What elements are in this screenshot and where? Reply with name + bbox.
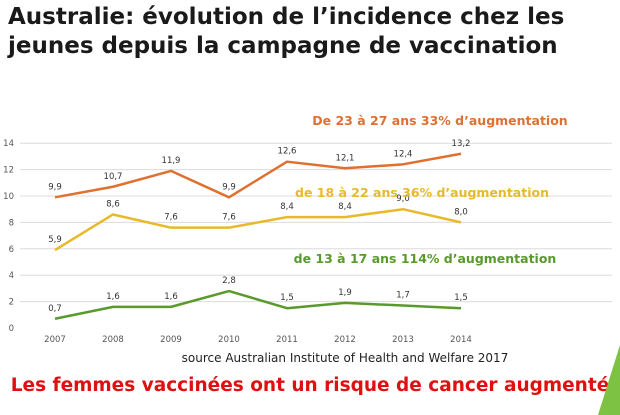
x-tick-label: 2008 (102, 335, 124, 345)
data-label: 12,4 (394, 149, 413, 159)
data-label: 0,7 (48, 304, 62, 314)
y-tick-label: 4 (9, 271, 14, 281)
series-line (54, 289, 462, 320)
data-label: 9,9 (222, 182, 236, 192)
x-tick-label: 2012 (334, 335, 356, 345)
data-label: 7,6 (164, 213, 178, 223)
data-label: 8,0 (454, 207, 468, 217)
data-label: 9,9 (48, 182, 62, 192)
data-label: 8,6 (106, 199, 120, 209)
data-label: 1,6 (106, 292, 120, 302)
y-tick-label: 14 (3, 139, 14, 149)
data-labels: 9,9 10,7 11,9 9,9 12,6 12,1 12,4 13,2 5,9 8,6 7,6 7… (48, 139, 470, 314)
data-label: 13,2 (452, 139, 471, 149)
x-tick-label: 2014 (450, 335, 472, 345)
title-line-1: Australie: évolution de l’incidence chez… (8, 4, 565, 30)
series-line (54, 152, 462, 199)
series-lines (54, 152, 462, 320)
series-labels: De 23 à 27 ans 33% d’augmentation de 18 à… (294, 113, 568, 266)
x-tick-label: 2013 (392, 335, 414, 345)
data-label: 8,4 (280, 202, 294, 212)
y-tick-label: 8 (9, 218, 14, 228)
series-label: de 13 à 17 ans 114% d’augmentation (294, 251, 557, 266)
y-axis-ticks: 0 2 4 6 8 10 12 14 (3, 139, 14, 334)
data-label: 12,6 (278, 147, 297, 157)
data-label: 11,9 (162, 156, 181, 166)
series-label: de 18 à 22 ans 36% d’augmentation (295, 185, 549, 200)
data-label: 8,4 (338, 202, 352, 212)
source-note: source Australian Institute of Health an… (181, 351, 509, 365)
data-label: 1,7 (396, 291, 410, 301)
data-label: 7,6 (222, 213, 236, 223)
x-tick-label: 2011 (276, 335, 298, 345)
data-label: 10,7 (104, 172, 123, 182)
corner-accent-triangle (598, 345, 620, 415)
series-line (54, 207, 462, 252)
data-label: 2,8 (222, 276, 236, 286)
data-label: 1,9 (338, 288, 352, 298)
x-tick-label: 2009 (160, 335, 182, 345)
gridlines (20, 142, 612, 303)
data-label: 1,5 (280, 293, 294, 303)
y-tick-label: 6 (9, 245, 14, 255)
footer-warning: Les femmes vaccinées ont un risque de ca… (10, 375, 610, 396)
y-tick-label: 2 (9, 298, 14, 308)
series-label: De 23 à 27 ans 33% d’augmentation (312, 113, 567, 128)
y-tick-label: 10 (3, 192, 14, 202)
x-axis-ticks: 2007 2008 2009 2010 2011 2012 2013 2014 (44, 335, 472, 345)
title-line-2: jeunes depuis la campagne de vaccination (8, 33, 558, 59)
data-label: 12,1 (336, 153, 355, 163)
x-tick-label: 2007 (44, 335, 66, 345)
x-tick-label: 2010 (218, 335, 240, 345)
data-label: 9,0 (396, 194, 410, 204)
data-label: 5,9 (48, 235, 62, 245)
data-label: 1,5 (454, 293, 468, 303)
y-tick-label: 0 (9, 324, 14, 334)
data-label: 1,6 (164, 292, 178, 302)
y-tick-label: 12 (3, 166, 14, 176)
chart-title: Australie: évolution de l’incidence chez… (8, 3, 608, 61)
